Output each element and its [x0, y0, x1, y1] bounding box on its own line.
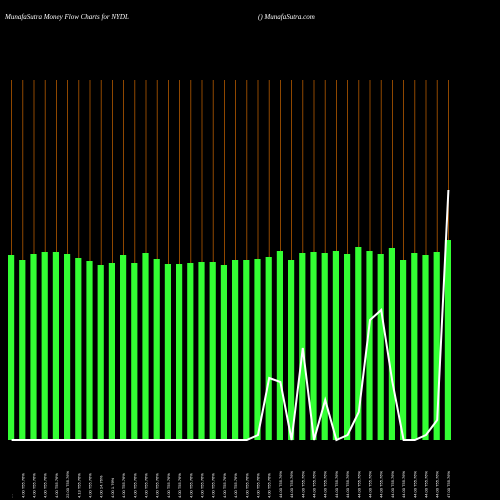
bar [321, 253, 328, 440]
x-tick-label: 4.00 T55.76% [166, 473, 171, 498]
bar [310, 252, 317, 440]
bar [41, 252, 48, 440]
bar [444, 240, 451, 440]
x-tick-label: 44.00 T55.76% [379, 470, 384, 498]
x-tick-label: 44.00 T55.76% [390, 470, 395, 498]
chart-title: MunafaSutra Money Flow Charts for NYDL [5, 13, 129, 21]
bar [400, 260, 407, 440]
x-tick-label: 4.00 T55.76% [233, 473, 238, 498]
x-tick-label: 44.00 T55.76% [401, 470, 406, 498]
x-tick-label: 4.00 T55.76% [256, 473, 261, 498]
x-tick-label: 4.00 1.76% [110, 477, 115, 498]
x-tick-label: 4.00 T55.76% [132, 473, 137, 498]
x-tick-label: 44.00 T55.76% [334, 470, 339, 498]
bar [243, 260, 250, 440]
bar [411, 253, 418, 440]
x-tick-label: 4.00 T55.76% [32, 473, 37, 498]
x-tick-label: 4.00 T55.76% [244, 473, 249, 498]
bar [64, 254, 71, 440]
bar [332, 251, 339, 440]
bar [131, 263, 138, 440]
bar [75, 258, 82, 440]
bar [86, 261, 93, 440]
x-tick-label: 44.00 T55.76% [368, 470, 373, 498]
bar [153, 259, 160, 440]
bar [433, 252, 440, 440]
x-tick-label: 44.00 T55.76% [435, 470, 440, 498]
bar [232, 260, 239, 440]
bar [377, 254, 384, 440]
x-tick-label: 4.00 T55.76% [144, 473, 149, 498]
x-tick-label: 4.00 T55.76% [20, 473, 25, 498]
bar [176, 264, 183, 440]
x-tick-label: 4.00 14.76% [99, 475, 104, 498]
x-tick-label: 4.13 T55.76% [76, 473, 81, 498]
bar [198, 262, 205, 440]
bar [52, 252, 59, 440]
x-tick-label: 44.00 T55.76% [323, 470, 328, 498]
x-tick-label: 44.00 T55.76% [278, 470, 283, 498]
x-tick-label: 4.00 T55.76% [211, 473, 216, 498]
x-tick-label: 44.00 T55.76% [289, 470, 294, 498]
x-tick-label: 44.00 T55.76% [312, 470, 317, 498]
bar [422, 255, 429, 440]
bar [288, 260, 295, 440]
bar [142, 253, 149, 440]
bar [299, 253, 306, 440]
x-tick-label: 22.00 T55.76% [65, 470, 70, 498]
x-tick-label: 44.00 T55.76% [345, 470, 350, 498]
x-tick-label: 4.00 T55.76% [43, 473, 48, 498]
bar [388, 248, 395, 440]
x-tick-label: 44.00 T55.76% [356, 470, 361, 498]
bar [187, 263, 194, 440]
bar [276, 251, 283, 440]
x-tick-label: 4.00 T55.76% [222, 473, 227, 498]
bar [344, 254, 351, 440]
bar [209, 262, 216, 440]
bar [164, 264, 171, 440]
x-tick-label: 4.00 T55.76% [188, 473, 193, 498]
bar [8, 255, 15, 440]
bar [366, 251, 373, 440]
bar [265, 257, 272, 440]
bar [30, 254, 37, 440]
bar [19, 260, 26, 440]
money-flow-line [11, 189, 450, 442]
x-tick-label: 47.00 T55.76% [446, 470, 451, 498]
site-credit: () MunafaSutra.com [258, 13, 315, 21]
x-tick-label: 44.00 T55.76% [424, 470, 429, 498]
x-tick-label: 44.00 T55.76% [300, 470, 305, 498]
x-tick-label: 4.00 T55.76% [88, 473, 93, 498]
x-tick-label: 4.00 T55.76% [200, 473, 205, 498]
x-tick-label: 4.00 T55.76% [267, 473, 272, 498]
bar [254, 259, 261, 440]
bar [355, 247, 362, 440]
bar [220, 265, 227, 440]
x-tick-label: … [9, 494, 14, 498]
x-tick-label: 4.00 T55.76% [121, 473, 126, 498]
bar [108, 263, 115, 440]
x-tick-label: 44.00 T55.76% [412, 470, 417, 498]
bar [97, 265, 104, 440]
x-tick-label: 4.00 T55.76% [177, 473, 182, 498]
x-tick-label: 4.00 T55.76% [54, 473, 59, 498]
x-tick-label: 4.00 T55.76% [155, 473, 160, 498]
bar [120, 255, 127, 440]
